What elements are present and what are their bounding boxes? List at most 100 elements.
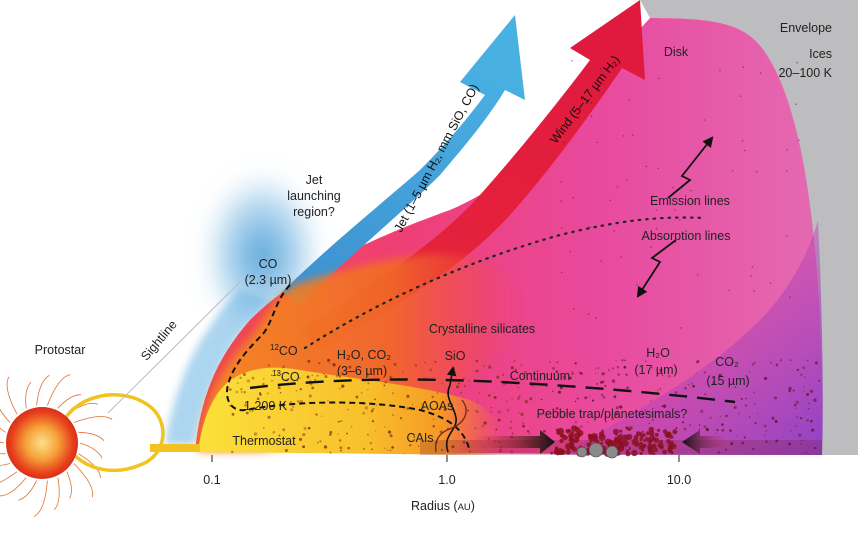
pebble	[641, 445, 646, 449]
dust-grain	[253, 432, 258, 436]
dust-grain	[657, 77, 660, 80]
dust-grain	[306, 375, 310, 379]
dust-grain	[572, 307, 575, 310]
dust-grain	[696, 274, 699, 276]
dust-grain	[389, 434, 393, 438]
dust-grain	[262, 382, 265, 386]
dust-grain	[315, 413, 318, 416]
dust-grain	[529, 432, 531, 435]
dust-grain	[328, 362, 331, 365]
dust-grain	[806, 419, 809, 422]
dust-grain	[327, 399, 329, 402]
dust-grain	[522, 424, 526, 428]
dust-grain	[239, 376, 242, 379]
dust-grain	[297, 400, 300, 403]
dust-grain	[369, 441, 372, 445]
dust-grain	[490, 411, 493, 413]
pebble	[668, 448, 671, 451]
pebble-trap-particles	[553, 425, 678, 459]
absorption-lines-arrow	[636, 239, 677, 298]
dust-grain	[659, 368, 663, 372]
dust-grain	[555, 370, 559, 373]
pebble	[622, 440, 629, 447]
label-pebble-trap: Pebble trap/planetesimals?	[537, 407, 688, 421]
label-sightline: Sightline	[138, 318, 180, 364]
dust-grain	[809, 389, 814, 393]
dust-grain	[317, 441, 319, 444]
dust-grain	[240, 387, 243, 391]
dust-grain	[319, 440, 322, 443]
dust-grain	[375, 404, 377, 407]
dust-grain	[689, 424, 692, 426]
dust-grain	[347, 408, 350, 411]
dust-grain	[572, 196, 575, 199]
pebble	[653, 437, 660, 443]
dust-grain	[233, 377, 235, 379]
dust-grain	[704, 393, 707, 396]
dust-grain	[596, 382, 599, 385]
dust-grain	[510, 420, 513, 423]
dust-grain	[753, 402, 756, 405]
label-continuum: Continuum	[510, 369, 570, 383]
dust-grain	[584, 396, 588, 400]
dust-grain	[719, 69, 721, 72]
dust-grain	[814, 446, 817, 450]
dust-grain	[690, 189, 692, 192]
dust-grain	[692, 384, 695, 388]
dust-grain	[793, 403, 797, 407]
dust-grain	[734, 386, 737, 388]
inner-disk-connector	[150, 444, 200, 452]
dust-grain	[517, 386, 519, 389]
field-line	[0, 471, 18, 483]
dust-grain	[559, 386, 563, 390]
dust-grain	[590, 102, 593, 104]
label-sio: SiO	[445, 349, 466, 363]
dust-grain	[742, 66, 745, 68]
tick-label: 10.0	[667, 473, 691, 487]
dust-grain	[432, 424, 435, 428]
dust-grain	[571, 372, 574, 376]
dust-grain	[323, 445, 328, 449]
dust-grain	[364, 406, 369, 410]
dust-grain	[367, 388, 369, 391]
dust-grain	[272, 430, 276, 434]
dust-grain	[786, 149, 788, 151]
dust-grain	[231, 412, 235, 416]
dust-grain	[771, 416, 775, 420]
emission-lines-arrow	[667, 136, 714, 199]
dust-grain	[611, 367, 615, 370]
dust-grain	[763, 376, 768, 381]
pebble	[652, 452, 656, 455]
dust-grain	[615, 406, 619, 410]
dust-grain	[751, 266, 754, 268]
label-h2o: H₂O	[646, 346, 670, 360]
dust-grain	[363, 447, 366, 450]
dust-grain	[657, 167, 660, 170]
label-absorption-lines: Absorption lines	[642, 229, 731, 243]
dust-grain	[386, 449, 389, 451]
field-line	[53, 477, 60, 511]
dust-grain	[327, 358, 331, 362]
pebble	[672, 429, 678, 435]
dust-grain	[297, 379, 299, 382]
dust-grain	[807, 407, 810, 410]
pebble	[653, 447, 659, 453]
dust-grain	[625, 373, 628, 377]
dust-grain	[681, 421, 685, 424]
dust-grain	[774, 396, 778, 400]
label-1200k: 1,200 K	[244, 399, 288, 413]
dust-grain	[628, 99, 630, 101]
disk-purple-region	[560, 220, 823, 455]
dust-grain	[733, 406, 737, 409]
dust-grain	[769, 282, 772, 285]
dust-grain	[251, 376, 255, 380]
dust-grain	[350, 425, 353, 428]
field-line	[0, 453, 6, 455]
outward-drift-arrow	[682, 430, 730, 454]
dust-grain	[569, 250, 571, 253]
field-line	[18, 480, 37, 501]
dust-grain	[724, 448, 727, 451]
dust-grain	[510, 366, 514, 370]
dust-grain	[648, 422, 650, 424]
dust-grain	[536, 380, 539, 382]
